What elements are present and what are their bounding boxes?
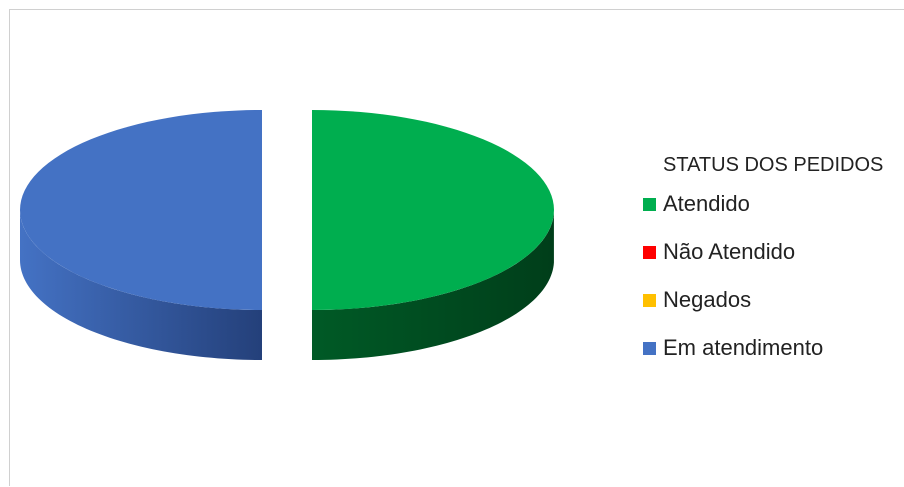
pie-slice-side [312,212,554,360]
chart-frame: STATUS DOS PEDIDOS Atendido Não Atendido N… [9,9,904,486]
legend-swatch [643,293,656,307]
pie-slice-side [20,210,262,360]
legend-item-2: Negados [643,276,883,324]
pie-chart [20,110,554,360]
legend-label: Em atendimento [663,335,824,360]
legend-item-0: Atendido [643,180,883,228]
legend-swatch [643,245,656,259]
legend-item-3: Em atendimento [643,324,883,372]
pie-slice-3 [20,110,262,360]
legend-swatch [643,341,656,355]
pie-slice-top [312,110,554,310]
legend-label: Atendido [663,191,750,216]
legend-label: Negados [663,287,752,312]
legend-label: Não Atendido [663,239,796,264]
legend-title: STATUS DOS PEDIDOS [663,154,884,176]
legend-item-1: Não Atendido [643,228,883,276]
pie-slice-0 [312,110,554,360]
legend-swatch [643,197,656,211]
pie-slice-top [20,110,262,310]
legend: STATUS DOS PEDIDOS Atendido Não Atendido N… [643,150,883,372]
